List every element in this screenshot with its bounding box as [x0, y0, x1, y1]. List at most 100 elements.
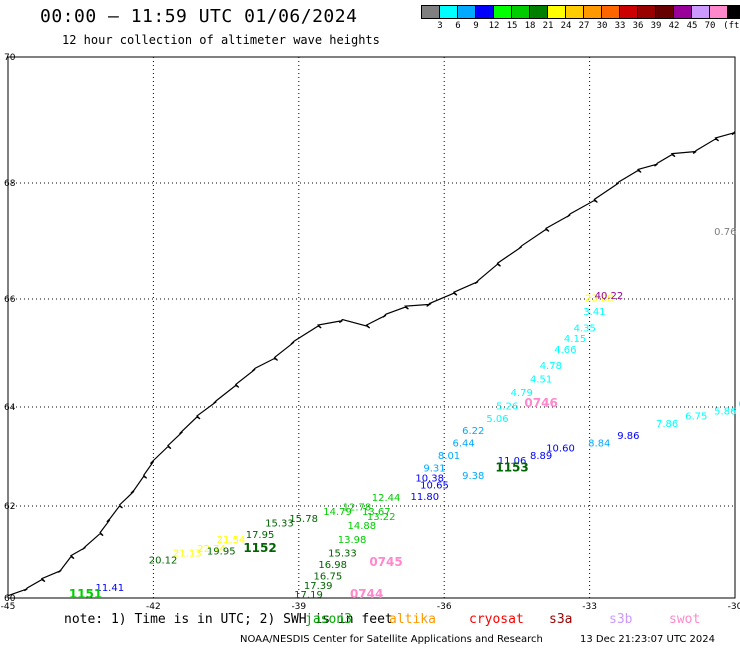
swh-value: 4.78	[540, 361, 562, 372]
color-scale-label: 36	[632, 21, 644, 31]
swh-value: 4.79	[511, 388, 533, 399]
coastline	[7, 131, 736, 597]
swh-value: 11.80	[410, 492, 439, 503]
color-scale-label: 21	[542, 21, 554, 31]
swh-value: 7.86	[656, 419, 678, 430]
color-scale-label: 9	[473, 21, 479, 31]
swh-value: 12.44	[372, 493, 401, 504]
credit-text: NOAA/NESDIS Center for Satellite Applica…	[240, 634, 543, 645]
satellite-legend-cryosat: cryosat	[469, 612, 524, 627]
swh-value: 10.60	[546, 444, 575, 455]
lon-label: -36	[437, 602, 452, 612]
color-scale-label: 70	[704, 21, 716, 31]
color-scale-label: 6	[455, 21, 461, 31]
swh-value: 4.66	[554, 345, 576, 356]
lat-label: 68	[4, 179, 16, 189]
swh-value: 5.26	[496, 401, 518, 412]
pass-time-label: 0745	[369, 555, 402, 569]
color-scale-label: 27	[578, 21, 590, 31]
satellite-legend-s3a: s3a	[549, 612, 573, 627]
legend-note: note: 1) Time is in UTC; 2) SWH is in fe…	[64, 612, 393, 627]
swh-value: 14.88	[347, 521, 376, 532]
swh-value: 15.33	[328, 549, 357, 560]
satellite-legend-jason3: jason3	[305, 612, 352, 627]
lon-label: -30	[728, 602, 740, 612]
swh-value: 13.67	[362, 507, 391, 518]
pass-time-label: 0744	[350, 587, 383, 601]
swh-value: 0.76	[714, 227, 736, 238]
color-scale-label: 24	[560, 21, 572, 31]
satellite-legend-altika: altika	[389, 612, 436, 627]
lon-label: -39	[291, 602, 306, 612]
swh-value: 8.84	[588, 439, 610, 450]
lon-label: -45	[1, 602, 16, 612]
satellite-legend-swot: swot	[669, 612, 701, 627]
generated-timestamp: 13 Dec 21:23:07 UTC 2024	[580, 634, 715, 645]
swh-value: 13.22	[367, 512, 396, 523]
color-scale-label: 18	[524, 21, 536, 31]
lon-label: -33	[582, 602, 597, 612]
color-scale-label: (ft)	[723, 21, 740, 31]
swh-value: 15.33	[265, 519, 294, 530]
swh-value: 40.22	[595, 291, 624, 302]
color-scale-label: 33	[614, 21, 626, 31]
swh-value: 5.86	[714, 406, 736, 417]
swh-value: 8.89	[530, 451, 552, 462]
swh-value: 11.06	[498, 456, 527, 467]
swh-value: 15.78	[289, 514, 318, 525]
color-scale-label: 42	[668, 21, 680, 31]
swh-value: 11.41	[95, 583, 124, 594]
swh-value: 5.06	[486, 414, 508, 425]
swh-value: 6.22	[462, 426, 484, 437]
swh-value: 6.75	[685, 411, 707, 422]
swh-value: 17.39	[304, 581, 333, 592]
map-frame	[7, 56, 736, 599]
swh-value: 21.54	[217, 535, 246, 546]
lon-label: -42	[146, 602, 161, 612]
swh-value: 9.86	[617, 431, 639, 442]
swh-value: 20.12	[149, 556, 178, 567]
pass-time-label: 1151	[69, 587, 102, 601]
swh-value: 4.15	[564, 334, 586, 345]
swh-value: 12.78	[343, 503, 372, 514]
swh-value: 4.35	[574, 323, 596, 334]
swh-value: 14.79	[323, 507, 352, 518]
swh-value: 6.44	[452, 439, 474, 450]
lat-label: 64	[4, 403, 16, 413]
color-scale-label: 12	[488, 21, 500, 31]
swh-value: 3.41	[583, 307, 605, 318]
swh-value: 4.51	[530, 375, 552, 386]
color-scale-label: 15	[506, 21, 518, 31]
swh-value: 17.95	[246, 530, 275, 541]
swh-value: 13.98	[338, 535, 367, 546]
swh-value: 16.98	[318, 560, 347, 571]
color-scale-label: 45	[686, 21, 698, 31]
swh-value: 9.38	[462, 471, 484, 482]
swh-value: 8.01	[438, 451, 460, 462]
swh-value: 10.65	[420, 481, 449, 492]
swh-value: 9.31	[423, 463, 445, 474]
page-title: 00:00 – 11:59 UTC 01/06/2024	[40, 6, 358, 27]
color-scale-label: 39	[650, 21, 662, 31]
pass-time-label: 1152	[243, 541, 276, 555]
color-scale-label: 30	[596, 21, 608, 31]
color-scale-bar	[421, 5, 740, 19]
lat-label: 66	[4, 295, 16, 305]
pass-time-label: 1153	[495, 460, 528, 474]
lat-label: 60	[4, 594, 16, 604]
swh-value: 21.13	[173, 549, 202, 560]
color-swatch	[727, 5, 740, 19]
swh-value: 23.88	[585, 294, 614, 305]
color-scale-label: 3	[437, 21, 443, 31]
pass-time-label: 0746	[524, 396, 557, 410]
lat-label: 70	[4, 53, 16, 63]
map-subtitle: 12 hour collection of altimeter wave hei…	[62, 33, 380, 47]
swh-value: 22.74	[197, 544, 226, 555]
swh-value: 16.75	[314, 572, 343, 583]
lat-label: 62	[4, 502, 15, 512]
swh-value: 17.19	[294, 590, 323, 601]
satellite-legend-s3b: s3b	[609, 612, 633, 627]
swh-value: 19.95	[207, 546, 236, 557]
